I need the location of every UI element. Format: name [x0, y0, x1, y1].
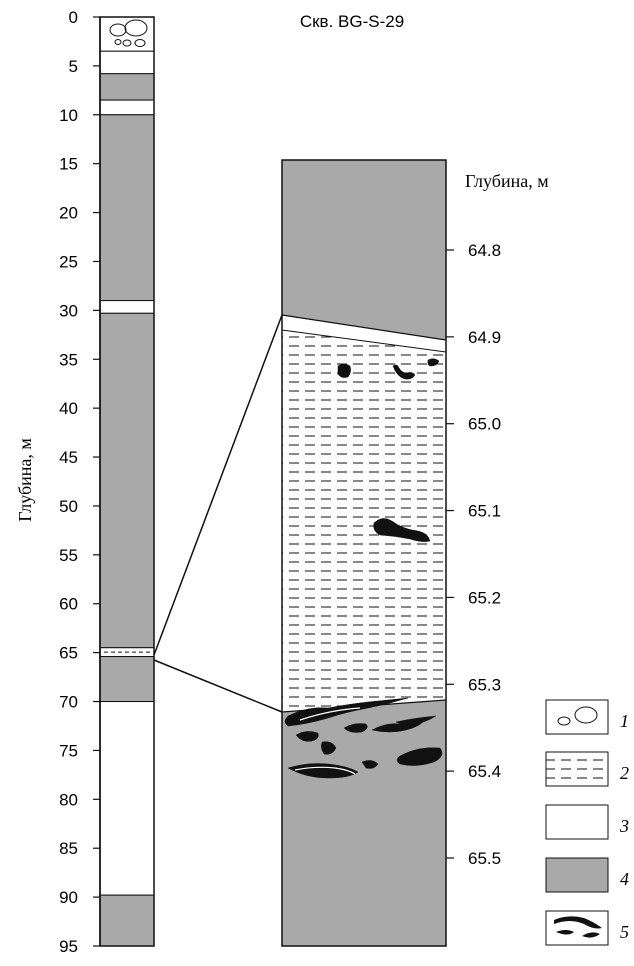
left-tick-label: 10	[59, 106, 78, 125]
right-tick-label: 65.0	[468, 415, 501, 434]
left-tick-label: 50	[59, 497, 78, 516]
left-axis-title: Глубина, м	[15, 438, 35, 522]
left-tick-label: 90	[59, 888, 78, 907]
left-tick-label: 0	[69, 8, 78, 27]
legend-swatch-1	[545, 699, 609, 735]
legend-label-3: 3	[619, 816, 629, 836]
left-tick-label: 5	[69, 57, 78, 76]
left-tick-label: 80	[59, 790, 78, 809]
left-tick-label: 60	[59, 595, 78, 614]
right-column-detail	[281, 160, 447, 946]
legend-label-5: 5	[620, 922, 629, 942]
right-depth-ticks: 64.8 64.9 65.0 65.1 65.2 65.3 65.4 65.5	[446, 241, 501, 868]
legend-label-2: 2	[620, 763, 629, 783]
left-tick-label: 95	[59, 937, 78, 956]
left-layer-5	[99, 300, 155, 314]
black-lens-inclusions	[284, 358, 443, 779]
left-tick-label: 30	[59, 301, 78, 320]
legend-lens-icon	[554, 916, 602, 938]
left-tick-label: 20	[59, 204, 78, 223]
left-tick-label: 70	[59, 693, 78, 712]
connector-upper	[153, 314, 283, 656]
legend-swatch-4	[545, 857, 609, 893]
legend-label-1: 1	[620, 711, 629, 731]
left-tick-label: 55	[59, 546, 78, 565]
right-tick-label: 65.5	[468, 849, 501, 868]
left-layer-8	[99, 656, 155, 703]
left-layer-1	[99, 50, 155, 75]
left-tick-label: 65	[59, 644, 78, 663]
right-tick-label: 64.8	[468, 241, 501, 260]
left-tick-label: 40	[59, 399, 78, 418]
right-tick-label: 65.2	[468, 588, 501, 607]
left-column-layers	[99, 16, 155, 947]
legend-boulder-icon	[557, 706, 598, 726]
left-tick-label: 25	[59, 252, 78, 271]
left-layer-9	[99, 701, 155, 896]
left-tick-label: 85	[59, 839, 78, 858]
right-tick-label: 64.9	[468, 328, 501, 347]
connector-lower	[153, 659, 283, 713]
right-tick-label: 65.3	[468, 675, 501, 694]
right-tick-label: 65.1	[468, 502, 501, 521]
left-layer-10	[99, 894, 155, 947]
lens-white-outlines	[294, 707, 361, 775]
right-column-outline	[281, 159, 447, 947]
left-tick-label: 35	[59, 350, 78, 369]
left-tick-label: 15	[59, 155, 78, 174]
left-tick-label: 45	[59, 448, 78, 467]
legend-swatch-3	[545, 804, 609, 840]
left-layer-4	[99, 114, 155, 302]
left-layer-2	[99, 73, 155, 101]
left-layer-6	[99, 312, 155, 649]
left-layer-3	[99, 99, 155, 116]
right-tick-label: 65.4	[468, 762, 501, 781]
legend: 1 2 3 4 5	[545, 699, 629, 946]
legend-label-4: 4	[620, 869, 629, 889]
figure-title: Скв. BG-S-29	[300, 12, 404, 31]
left-depth-ticks: 0 5 10 15 20 25 30 35 40 45 50 55 60 65 70 75 80 85 90 95	[59, 8, 100, 956]
boulder-symbols	[109, 19, 148, 47]
right-axis-title: Глубина, м	[465, 171, 549, 191]
left-tick-label: 75	[59, 741, 78, 760]
